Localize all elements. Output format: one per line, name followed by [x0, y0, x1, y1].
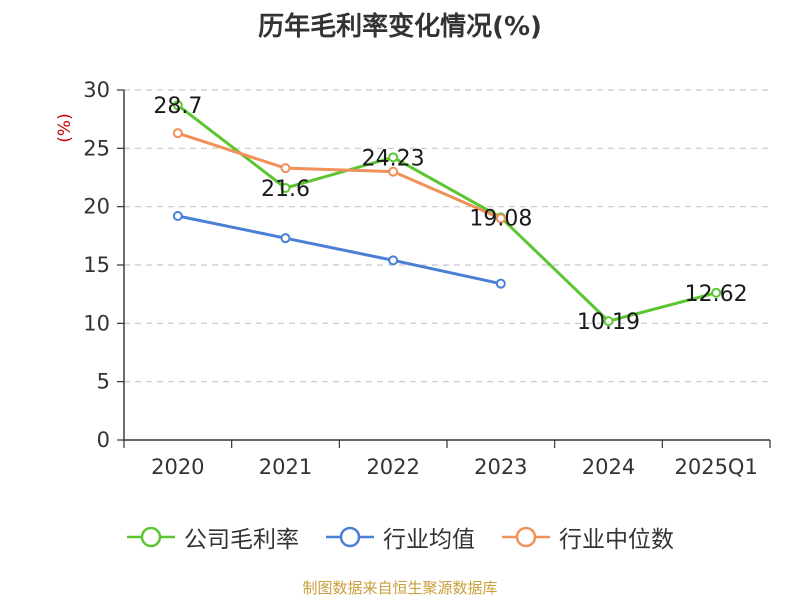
data-point [388, 166, 399, 177]
legend-swatch [502, 526, 550, 548]
chart-title: 历年毛利率变化情况(%) [258, 12, 542, 42]
data-point [280, 233, 291, 244]
legend-swatch [326, 526, 374, 548]
data-label: 10.19 [577, 310, 640, 335]
series-line-1 [177, 214, 502, 286]
y-tick-label: 20 [83, 195, 110, 219]
y-tick-label: 10 [83, 311, 110, 335]
data-point [495, 213, 506, 224]
data-point [280, 183, 291, 193]
data-labels: 28.7 21.6 24.23 19.08 10.19 12.62 [153, 94, 747, 335]
x-tick-label: 2022 [366, 455, 419, 479]
axes: 0 5 10 15 20 25 30 2020 2021 2022 2023 2024 2025Q1 [83, 78, 771, 479]
legend-item[interactable]: 行业均值 [325, 520, 475, 554]
y-tick-label: 15 [83, 253, 110, 277]
line-chart: 0 5 10 15 20 25 30 2020 2021 2022 2023 2024 2025Q1 (… [55, 78, 771, 479]
legend-swatch [127, 526, 175, 548]
series-line-2 [177, 131, 502, 220]
x-tick-label: 2024 [582, 455, 635, 479]
source-note: 制图数据来自恒生聚源数据库 [302, 579, 498, 597]
data-point [172, 128, 183, 139]
y-tick-label: 5 [97, 370, 110, 394]
data-point [711, 287, 722, 298]
y-axis-label: (%) [55, 113, 75, 142]
x-tick-label: 2025Q1 [674, 455, 757, 479]
data-point [388, 255, 399, 266]
x-tick-label: 2021 [259, 455, 312, 479]
y-tick-label: 0 [97, 428, 110, 452]
x-tick-label: 2023 [474, 455, 527, 479]
data-label: 12.62 [685, 282, 748, 307]
data-point [388, 152, 399, 163]
data-label: 19.08 [469, 206, 532, 231]
data-label: 24.23 [362, 146, 425, 171]
data-point [172, 211, 183, 221]
series-layer [172, 100, 722, 327]
legend-item[interactable]: 公司毛利率 [126, 520, 299, 554]
data-point [603, 316, 614, 327]
y-tick-label: 25 [83, 136, 110, 160]
y-tick-label: 30 [83, 78, 110, 102]
legend: 公司毛利率 行业均值 行业中位数 [0, 520, 800, 554]
data-point [495, 278, 506, 289]
data-point [172, 100, 183, 111]
series-line-0 [176, 103, 717, 323]
legend-label: 行业中位数 [559, 527, 674, 553]
data-label: 28.7 [153, 94, 202, 119]
legend-item[interactable]: 行业中位数 [501, 520, 674, 554]
grid-lines [124, 89, 770, 383]
legend-label: 公司毛利率 [184, 527, 299, 553]
x-tick-label: 2020 [151, 455, 204, 479]
data-label: 21.6 [261, 177, 310, 202]
legend-label: 行业均值 [383, 527, 475, 553]
data-point [280, 163, 291, 174]
